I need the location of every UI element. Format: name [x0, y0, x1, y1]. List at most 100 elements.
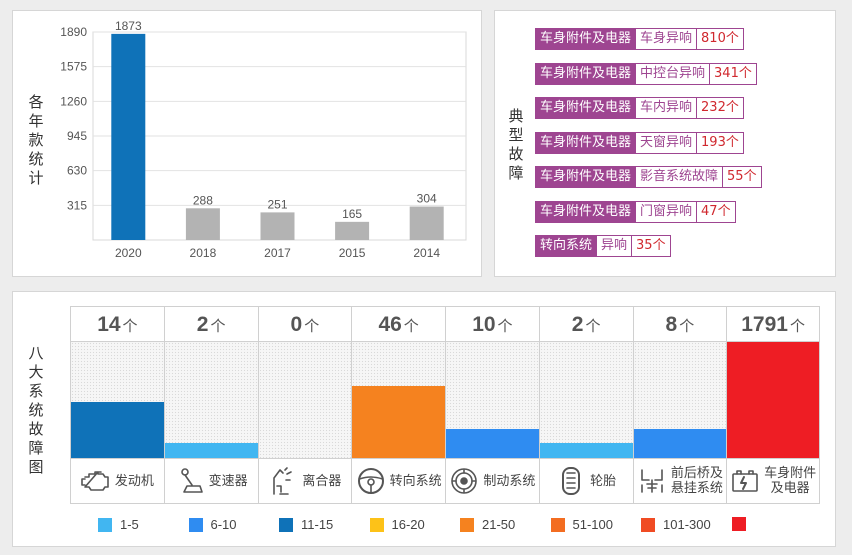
- system-name: 发动机: [114, 473, 154, 489]
- legend-swatch: [279, 517, 293, 532]
- system-column: 1791 个车身附件 及电器: [726, 306, 820, 504]
- fault-item: 车身附件及电器 车内异响 232个: [535, 97, 744, 119]
- system-plot-area: [633, 342, 727, 458]
- bar-2017: [260, 212, 295, 240]
- bar-2015: [335, 221, 370, 240]
- system-bar: [727, 342, 819, 458]
- legend-item: 11-15: [279, 517, 333, 532]
- system-count-value: 8: [665, 313, 678, 336]
- legend-swatch: [641, 517, 655, 532]
- fault-category-tag: 车身附件及电器: [535, 166, 637, 188]
- system-count: 46 个: [352, 306, 445, 342]
- system-count-value: 1791: [741, 313, 788, 336]
- system-count: 10 个: [446, 306, 539, 342]
- fault-category-tag: 转向系统: [535, 235, 598, 257]
- engine-icon: [81, 471, 109, 491]
- system-name: 制动系统: [483, 473, 536, 489]
- legend-label: 101-300: [663, 517, 711, 532]
- system-count-unit: 个: [497, 317, 513, 335]
- y-tick-label: 630: [67, 164, 87, 178]
- system-count: 14 个: [71, 306, 164, 342]
- car-battery-icon: [732, 470, 758, 492]
- brake-disc-icon: [451, 468, 478, 494]
- fault-subtype-tag: 天窗异响: [636, 131, 698, 154]
- fault-subtype-tag: 车内异响: [636, 97, 698, 119]
- y-tick-label: 315: [67, 198, 87, 212]
- system-count: 1791 个: [727, 306, 819, 342]
- system-label: 前后桥及 悬挂系统: [633, 458, 727, 504]
- fault-item: 车身附件及电器 影音系统故障 55个: [535, 166, 762, 188]
- fault-count-tag: 810个: [697, 28, 744, 50]
- system-bar: [164, 442, 258, 458]
- x-tick-label: 2020: [115, 246, 142, 260]
- bar-value-label: 1873: [115, 19, 142, 33]
- system-label: 车身附件 及电器: [727, 458, 819, 504]
- system-plot-area: [539, 342, 633, 458]
- year-stats-panel: 各年款统计 315 630 945 1260 1575 1890 1873 2020 288 20…: [12, 10, 482, 277]
- systems-grid: 14 个发动机 2 个变速器 0 个离合器 46 个转向系统 10 个制动系统 2 个轮胎 8 个前后桥及…: [70, 306, 820, 504]
- fault-item: 车身附件及电器 门窗异响 47个: [535, 200, 736, 223]
- typical-faults-panel: 典型故障 车身附件及电器 车身异响 810个 车身附件及电器 中控台异响 341个 车身附件…: [494, 10, 836, 277]
- system-label: 离合器: [258, 458, 352, 504]
- fault-subtype-tag: 门窗异响: [636, 200, 698, 223]
- x-tick-label: 2018: [190, 246, 217, 260]
- legend-label: 1-5: [120, 517, 139, 532]
- system-column: 2 个变速器: [163, 306, 258, 504]
- system-column: 10 个制动系统: [445, 306, 539, 504]
- system-column: 8 个前后桥及 悬挂系统: [632, 306, 727, 504]
- system-plot-area: [446, 342, 539, 458]
- legend-item: [731, 517, 754, 531]
- system-count-value: 2: [571, 313, 584, 336]
- tire-icon: [562, 467, 581, 495]
- x-tick-label: 2014: [413, 246, 440, 260]
- fault-count-tag: 193个: [697, 131, 744, 154]
- system-bar: [539, 442, 633, 458]
- system-count-unit: 个: [789, 317, 805, 335]
- fault-item: 车身附件及电器 中控台异响 341个: [535, 62, 757, 85]
- system-bar: [71, 402, 164, 458]
- legend-item: 101-300: [641, 517, 711, 532]
- fault-subtype-tag: 异响: [597, 235, 633, 257]
- legend-swatch: [188, 517, 203, 532]
- system-name: 离合器: [302, 473, 342, 489]
- fault-category-tag: 车身附件及电器: [535, 97, 637, 119]
- system-column: 46 个转向系统: [351, 306, 445, 504]
- system-count-unit: 个: [122, 317, 138, 335]
- legend-swatch: [550, 517, 565, 532]
- fault-subtype-tag: 中控台异响: [636, 62, 711, 85]
- system-name: 车身附件 及电器: [764, 466, 817, 496]
- legend-item: 1-5: [98, 517, 139, 532]
- typical-faults-vertical-label: 典型故障: [508, 107, 524, 182]
- system-count-value: 46: [378, 313, 402, 336]
- system-plot-area: [258, 342, 352, 458]
- legend-label: 6-10: [210, 517, 237, 532]
- y-tick-label: 1890: [60, 25, 87, 39]
- system-count-unit: 个: [403, 317, 419, 335]
- fault-item: 车身附件及电器 车身异响 810个: [535, 28, 744, 50]
- system-label: 变速器: [164, 458, 258, 504]
- legend-label: 21-50: [482, 517, 516, 532]
- system-count-value: 0: [290, 313, 303, 336]
- fault-count-tag: 35个: [632, 235, 671, 257]
- fault-count-tag: 341个: [710, 62, 757, 85]
- system-label: 轮胎: [539, 458, 633, 504]
- year-bar-chart: 315 630 945 1260 1575 1890 1873 2020 288 2018 251 2…: [60, 19, 467, 260]
- gear-shift-icon: [180, 468, 203, 493]
- fault-count-tag: 232个: [697, 97, 744, 119]
- legend-swatch: [731, 517, 746, 531]
- fault-item: 转向系统 异响 35个: [535, 235, 671, 257]
- legend-item: 51-100: [550, 517, 613, 532]
- eight-systems-panel: 八大系统故障图 14 个发动机 2 个变速器 0 个离合器 46 个转向系统 10 个制动系统 2 个…: [12, 291, 836, 547]
- system-plot-area: [352, 342, 445, 458]
- system-plot-area: [727, 342, 819, 458]
- bar-value-label: 288: [193, 193, 213, 207]
- legend-swatch: [460, 517, 474, 532]
- x-tick-label: 2017: [264, 246, 291, 260]
- legend-label: 11-15: [301, 517, 334, 532]
- system-count-unit: 个: [679, 317, 695, 335]
- y-tick-label: 1260: [60, 94, 87, 108]
